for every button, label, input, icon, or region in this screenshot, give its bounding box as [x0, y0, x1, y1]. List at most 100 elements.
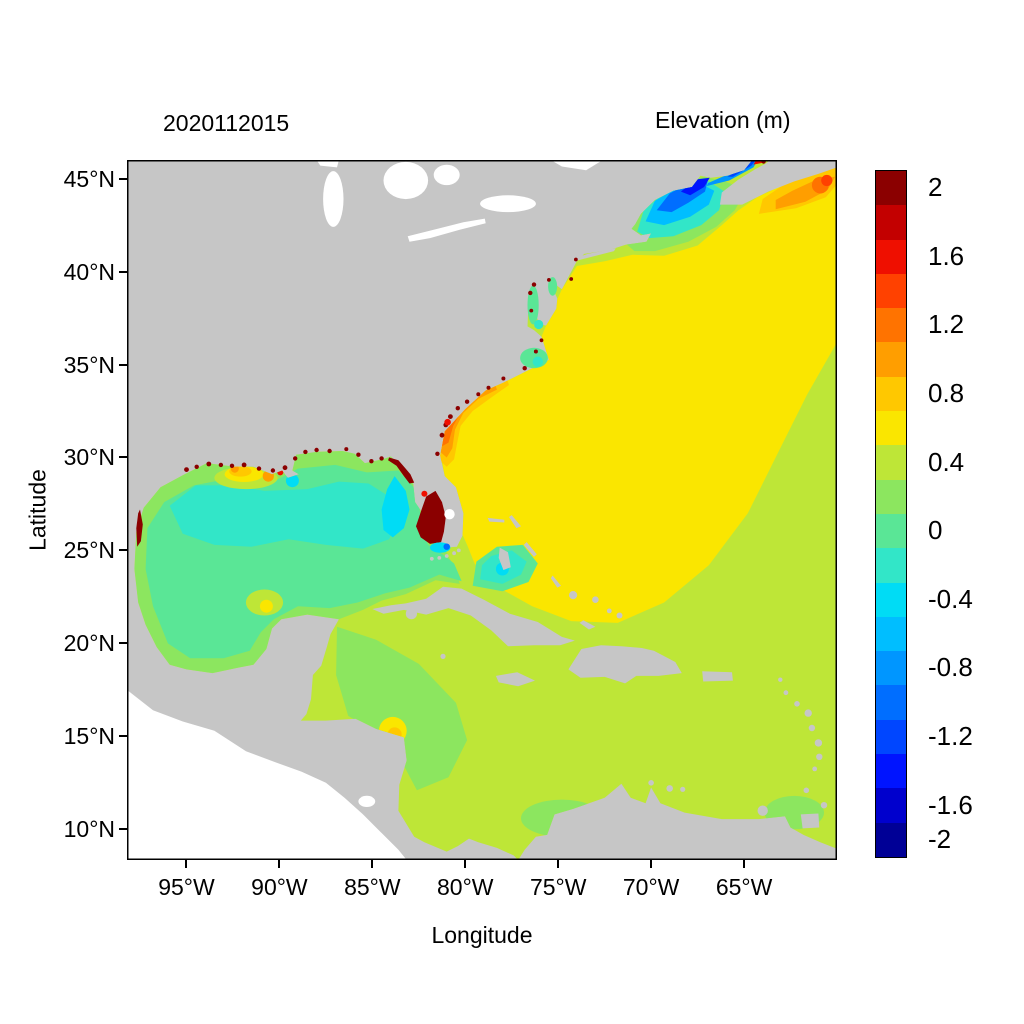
coastal-marsh-speck	[574, 257, 578, 262]
coastal-marsh-speck	[531, 282, 537, 287]
antilles-island	[812, 766, 818, 772]
west-florida-shelf-region	[381, 476, 410, 538]
coastal-marsh-speck	[270, 468, 276, 473]
coastal-marsh-speck	[529, 308, 534, 313]
coastal-marsh-speck	[293, 456, 298, 461]
coastal-marsh-speck	[501, 376, 506, 381]
colorbar-band	[876, 548, 906, 583]
x-tick-label: 90°W	[251, 874, 308, 900]
chesapeake-bay-patch	[527, 285, 539, 325]
abaco-island	[509, 515, 521, 529]
andros-island	[498, 547, 511, 570]
colorbar-band	[876, 788, 906, 823]
hispaniola-island	[568, 645, 682, 684]
colorbar-band	[876, 685, 906, 720]
pamlico-sound-core	[532, 356, 543, 367]
nova-scotia-land	[719, 160, 837, 205]
colorbar-band	[876, 342, 906, 377]
colorbar-label: 1.2	[928, 309, 965, 340]
coastal-marsh-speck	[569, 277, 574, 281]
y-tick-label: 10°N	[63, 816, 115, 843]
y-tick-mark	[119, 177, 127, 180]
inagua-island	[579, 620, 596, 630]
colorbar-band	[876, 582, 906, 617]
coastal-marsh-speck	[522, 366, 527, 371]
turks-island	[616, 612, 623, 619]
y-tick-label: 20°N	[63, 630, 115, 657]
timestamp-title: 2020112015	[163, 110, 290, 136]
coastal-marsh-speck	[528, 290, 533, 296]
delta-front-patch	[285, 474, 299, 488]
eleuthera-island	[523, 542, 537, 557]
ocean-overlays	[134, 160, 837, 837]
coastal-marsh-speck	[448, 414, 453, 419]
antilles-island	[794, 701, 800, 707]
carolina-bight-outer	[437, 376, 509, 467]
coastal-marsh-speck	[282, 465, 288, 471]
coastal-red-speck	[444, 418, 451, 426]
florida-keys-island	[456, 548, 461, 553]
pacific-nodata-region	[127, 689, 407, 860]
y-tick-mark	[119, 828, 127, 831]
colorbar-label: -1.2	[928, 720, 973, 751]
x-tick-mark	[185, 860, 188, 868]
colorbar-band	[876, 479, 906, 514]
colorbar-band	[876, 376, 906, 412]
bonaire-island	[680, 786, 686, 792]
coastal-marsh-speck	[314, 447, 319, 453]
x-tick-mark	[278, 860, 281, 868]
colorbar-title: Elevation (m)	[655, 107, 791, 133]
atlantic-high-region	[440, 169, 837, 623]
long-island-ny	[577, 248, 616, 261]
coastal-marsh-speck	[435, 451, 440, 456]
x-tick-mark	[557, 860, 560, 868]
coastal-marsh-speck	[439, 432, 445, 438]
coastal-marsh-speck	[303, 449, 308, 455]
plot-frame	[127, 160, 837, 860]
colorbar-label: 0	[928, 515, 943, 546]
big-bend-marsh-strip	[388, 457, 415, 484]
scotian-shelf-core	[821, 174, 833, 187]
coastal-marsh-speck	[539, 338, 544, 343]
x-tick-label: 85°W	[344, 874, 401, 900]
campeche-bank-core	[259, 599, 273, 613]
x-tick-mark	[743, 860, 746, 868]
antilles-island	[808, 724, 816, 732]
coastal-marsh-speck	[184, 467, 189, 472]
colorbar-label: -0.4	[928, 583, 973, 614]
isla-juventud-island	[405, 608, 417, 620]
colorbar-band	[876, 239, 906, 274]
x-tick-mark	[650, 860, 653, 868]
x-tick-mark	[371, 860, 374, 868]
colorbar-label: -2	[928, 823, 952, 854]
coastal-marsh-speck	[476, 392, 481, 397]
cayman-island	[440, 653, 446, 659]
grand-bahama-island	[487, 517, 505, 523]
colorbar-band	[876, 616, 906, 652]
coastal-marsh-speck	[356, 452, 361, 457]
colorbar-band	[876, 513, 906, 549]
lake-michigan-north	[316, 160, 339, 168]
coastal-marsh-speck	[256, 466, 262, 471]
antilles-island	[816, 753, 823, 760]
florida-keys-island	[429, 556, 434, 561]
colorbar	[875, 170, 907, 858]
carolina-bight-core	[442, 394, 477, 447]
colorbar-band	[876, 411, 906, 446]
colorbar-band	[876, 308, 906, 343]
gulf-low-band-region	[169, 481, 400, 549]
x-tick-mark	[464, 860, 467, 868]
x-axis-label: Longitude	[431, 922, 533, 948]
coastal-marsh-speck	[194, 464, 199, 469]
lake-michigan	[323, 171, 344, 227]
antilles-island	[814, 739, 823, 747]
colorbar-band	[876, 651, 906, 686]
cuba-island	[372, 586, 575, 647]
jamaica-island	[495, 672, 535, 687]
trinidad-island	[800, 813, 820, 829]
long-island-bahamas	[550, 575, 561, 588]
coastal-marsh-speck	[369, 459, 374, 464]
colorbar-band	[876, 719, 906, 755]
southwest-florida-high-region	[416, 490, 446, 544]
antilles-island	[778, 677, 783, 682]
